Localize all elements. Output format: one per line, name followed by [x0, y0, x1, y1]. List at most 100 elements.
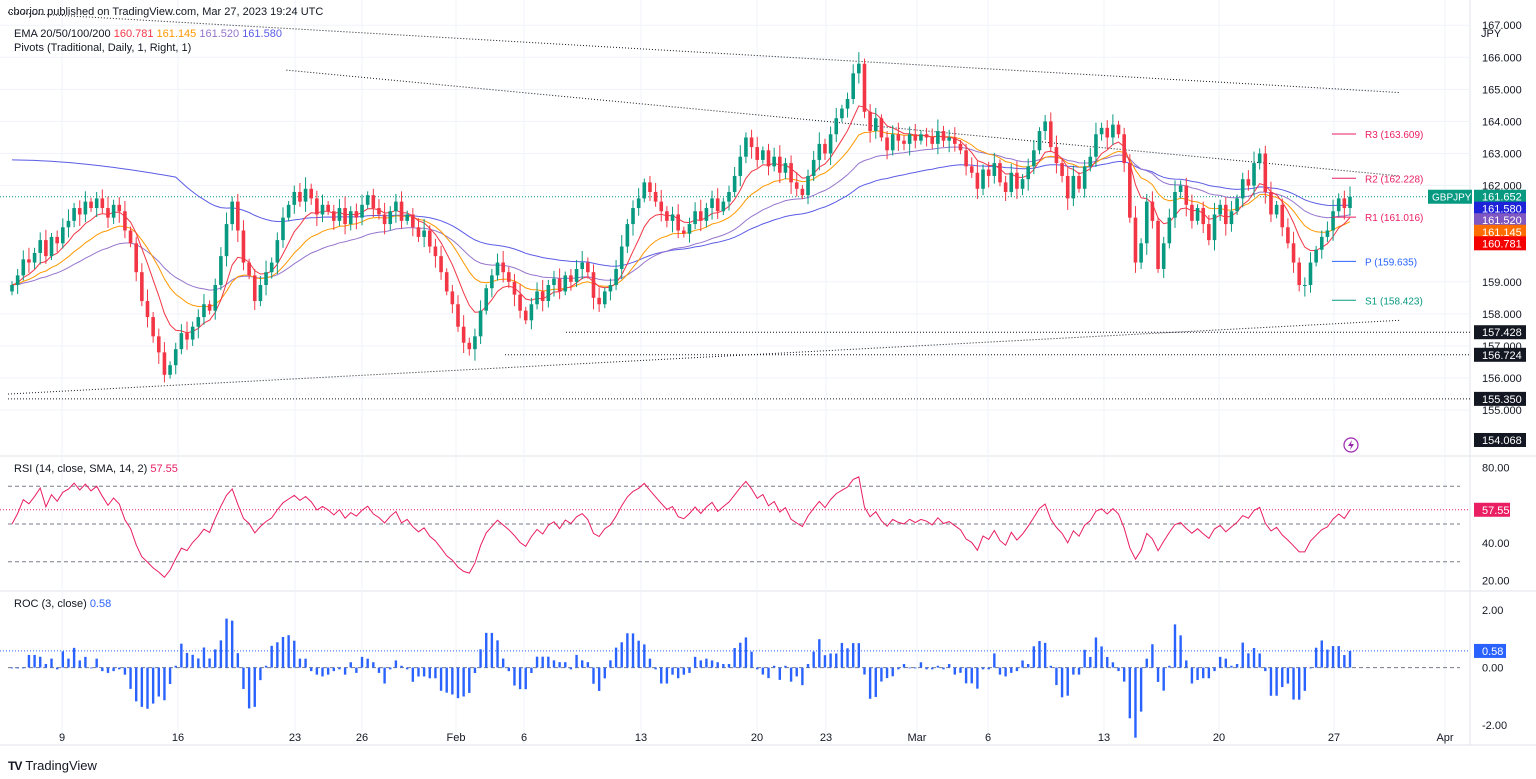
roc-bar — [987, 667, 990, 670]
candle-body — [1048, 121, 1053, 148]
roc-bar — [688, 667, 691, 673]
candle-body — [682, 230, 686, 234]
x-tick-label: 27 — [1328, 732, 1340, 744]
candle-body — [873, 118, 878, 132]
candle-body — [213, 285, 218, 311]
roc-bar — [919, 662, 923, 668]
candle-body — [162, 352, 167, 375]
candle-body — [1274, 204, 1279, 215]
candle — [614, 259, 618, 291]
candle-body — [1128, 163, 1132, 218]
roc-bar — [1337, 646, 1340, 668]
roc-bar — [304, 658, 307, 668]
roc-bar — [468, 667, 471, 693]
candle-body — [1319, 236, 1324, 250]
roc-bar — [1207, 667, 1211, 679]
roc-bar — [1275, 667, 1278, 696]
candle — [693, 202, 697, 230]
candle-body — [902, 140, 906, 144]
candle-body — [1184, 185, 1189, 205]
x-tick-label: 20 — [1213, 732, 1225, 744]
roc-bar — [191, 654, 194, 668]
candle — [382, 202, 387, 235]
roc-bar — [823, 655, 827, 668]
roc-bar — [343, 667, 347, 675]
roc-bar — [1060, 667, 1064, 698]
candle — [851, 64, 855, 105]
candle-body — [529, 304, 534, 321]
roc-bar — [620, 642, 623, 668]
candle-body — [394, 201, 398, 212]
roc-bar — [140, 667, 144, 707]
candle — [1054, 135, 1059, 174]
rsi-y-tick: 80.00 — [1482, 462, 1510, 474]
price-tag: 160.781 — [1474, 236, 1526, 251]
candle-body — [44, 240, 48, 257]
roc-bar — [485, 632, 488, 668]
candle — [682, 226, 686, 238]
candle-body — [173, 349, 178, 366]
candle-body — [1257, 153, 1262, 164]
candle-body — [614, 268, 618, 286]
candle-body — [1173, 191, 1177, 218]
roc-bar — [1122, 667, 1126, 682]
roc-bar — [1252, 648, 1256, 668]
roc-current: 0.58 — [89, 598, 112, 610]
candle — [1111, 114, 1115, 146]
candle-body — [10, 285, 14, 292]
candle — [1077, 172, 1081, 193]
candle — [1314, 245, 1318, 267]
candle — [151, 311, 155, 343]
candle-body — [1156, 220, 1160, 269]
candle — [704, 202, 709, 228]
roc-bar — [259, 667, 262, 681]
roc-bar — [931, 667, 934, 670]
candle-body — [1020, 179, 1025, 189]
candle — [597, 287, 601, 312]
candle-body — [1342, 198, 1347, 209]
price-tag-label: 161.145 — [1482, 227, 1522, 239]
candle — [845, 92, 850, 118]
candle-body — [958, 143, 963, 151]
candle — [721, 197, 726, 216]
candle-body — [507, 272, 511, 282]
candle-body — [1348, 196, 1352, 209]
candle — [636, 188, 641, 216]
roc-bar — [914, 667, 917, 669]
candle — [173, 342, 178, 375]
candle-body — [704, 208, 709, 221]
roc-bar — [722, 664, 725, 668]
candle-body — [586, 262, 590, 273]
price-tag-label: 156.724 — [1482, 350, 1522, 362]
candle — [100, 189, 105, 214]
roc-bar — [1286, 667, 1290, 684]
candle — [563, 271, 568, 296]
candle-body — [427, 230, 432, 247]
roc-bar — [490, 632, 494, 668]
candle-body — [642, 182, 647, 199]
tradingview-brand[interactable]: TV TradingView — [8, 758, 97, 773]
candle — [828, 126, 833, 166]
roc-bar — [326, 667, 330, 675]
candle-body — [772, 156, 776, 167]
price-tag: 161.520 — [1474, 213, 1526, 228]
rsi-line — [11, 476, 1351, 579]
candle — [89, 197, 93, 212]
roc-bar — [1185, 660, 1188, 668]
candle — [834, 107, 839, 142]
roc-bar — [16, 667, 19, 669]
candle-body — [100, 198, 105, 209]
candle-body — [1303, 285, 1307, 287]
candle-body — [591, 272, 596, 298]
candle — [1037, 127, 1042, 155]
candle — [348, 206, 353, 231]
candle — [117, 197, 122, 223]
candle-body — [823, 143, 827, 154]
candle — [371, 188, 376, 218]
roc-bar — [253, 667, 256, 707]
candle — [1043, 115, 1047, 141]
candle — [755, 136, 760, 168]
price-tag: 161.652 — [1474, 189, 1526, 204]
roc-bar — [648, 658, 652, 668]
candle — [207, 300, 212, 315]
